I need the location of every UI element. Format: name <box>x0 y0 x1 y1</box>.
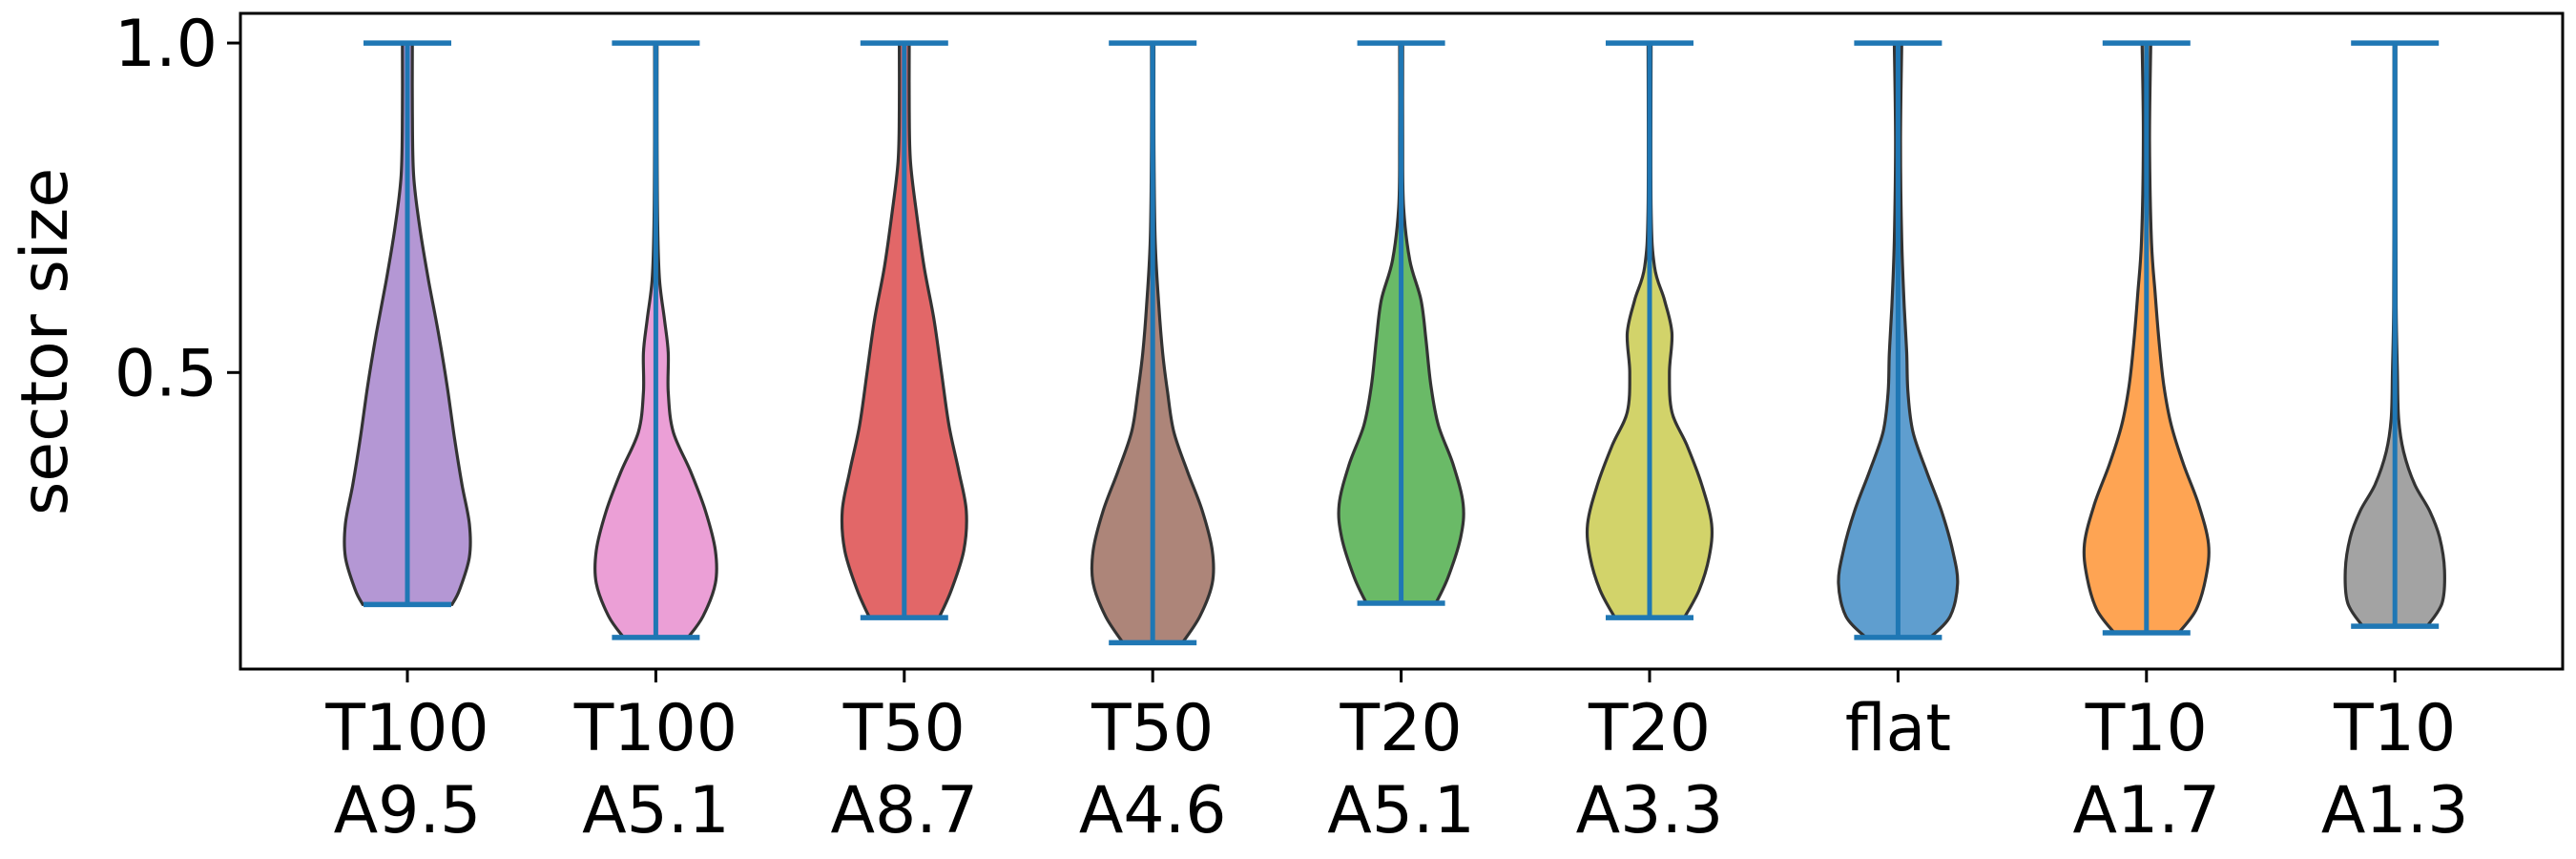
y-axis: 0.5 1.0 <box>114 7 240 411</box>
x-tick-label-line2: A3.3 <box>1576 773 1724 849</box>
stat-lines-layer <box>364 40 2440 646</box>
x-tick-label-line1: T10 <box>2085 691 2208 766</box>
x-tick-label-line1: T20 <box>1588 691 1711 766</box>
x-tick-label-line1: T100 <box>324 691 488 766</box>
violin-layer <box>343 41 2446 644</box>
x-tick-label-line2: A8.7 <box>830 773 978 849</box>
x-tick-label-line1: flat <box>1845 691 1951 766</box>
x-tick-label-line1: T10 <box>2333 691 2456 766</box>
x-tick-label-line1: T50 <box>1091 691 1214 766</box>
x-tick-label-line2: A1.7 <box>2072 773 2220 849</box>
x-tick-label-line2: A5.1 <box>1327 773 1475 849</box>
y-axis-label: sector size <box>8 168 83 515</box>
x-axis: T100A9.5T100A5.1T50A8.7T50A4.6T20A5.1T20… <box>324 669 2469 849</box>
x-tick-label-line2: A1.3 <box>2321 773 2469 849</box>
x-tick-label-line2: A5.1 <box>582 773 730 849</box>
x-tick-label-line1: T20 <box>1340 691 1463 766</box>
y-tick-label: 0.5 <box>114 336 218 411</box>
x-tick-label-line2: A4.6 <box>1079 773 1227 849</box>
y-tick-label: 1.0 <box>114 7 218 82</box>
x-tick-label-line2: A9.5 <box>334 773 482 849</box>
x-tick-label-line1: T50 <box>842 691 966 766</box>
x-tick-label-line1: T100 <box>573 691 737 766</box>
